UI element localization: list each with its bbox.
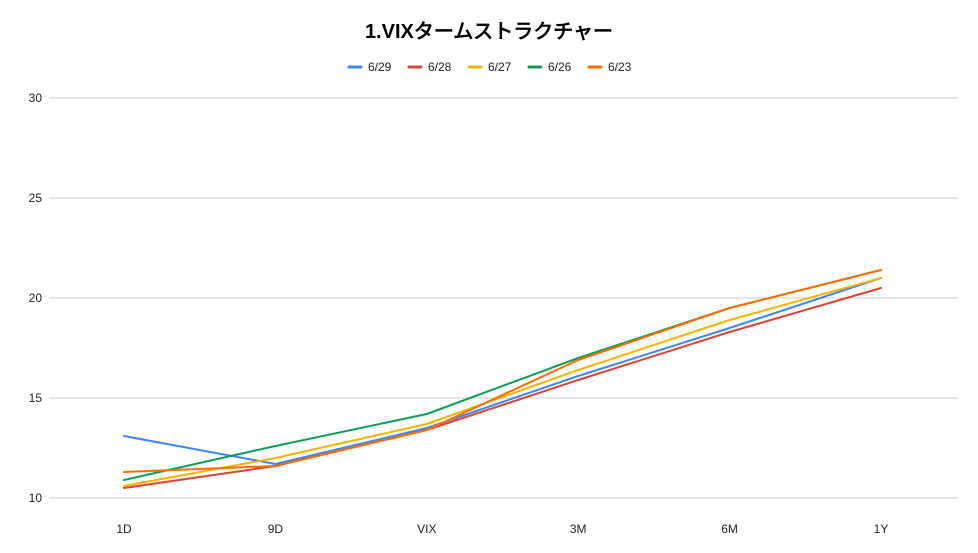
legend-label: 6/27 (488, 60, 512, 74)
legend-item[interactable]: 6/28 (407, 60, 452, 74)
x-tick-label: 1D (116, 522, 132, 536)
series-line (123, 269, 882, 473)
x-axis-tick-labels: 1D 9D VIX 3M 6M 1Y (116, 522, 888, 536)
legend-item[interactable]: 6/27 (467, 60, 512, 74)
series-6-27 (123, 277, 882, 487)
series-6-29 (123, 277, 882, 465)
chart-gridlines (49, 97, 958, 499)
series-line (123, 287, 882, 489)
legend-item[interactable]: 6/23 (587, 60, 632, 74)
y-tick-label: 10 (29, 491, 43, 505)
legend-item[interactable]: 6/26 (527, 60, 572, 74)
legend-item[interactable]: 6/29 (347, 60, 392, 74)
chart-title: 1.VIXタームストラクチャー (365, 20, 613, 43)
x-tick-label: 9D (268, 522, 284, 536)
legend-label: 6/29 (368, 60, 392, 74)
y-tick-label: 25 (29, 191, 43, 205)
x-tick-label: 3M (570, 522, 587, 536)
y-tick-label: 30 (29, 91, 43, 105)
series-line (123, 277, 882, 487)
x-tick-label: VIX (417, 522, 436, 536)
chart-series (123, 269, 882, 489)
legend-label: 6/26 (548, 60, 572, 74)
series-6-26 (123, 269, 882, 481)
y-axis-tick-labels: 10 15 20 25 30 (29, 91, 43, 505)
series-6-23 (123, 269, 882, 473)
legend-label: 6/23 (608, 60, 632, 74)
series-line (123, 269, 882, 481)
y-tick-label: 15 (29, 391, 43, 405)
legend-label: 6/28 (428, 60, 452, 74)
x-tick-label: 6M (721, 522, 738, 536)
x-tick-label: 1Y (874, 522, 889, 536)
y-tick-label: 20 (29, 291, 43, 305)
chart-legend: 6/29 6/28 6/27 6/26 6/23 (347, 60, 632, 74)
series-line (123, 277, 882, 465)
